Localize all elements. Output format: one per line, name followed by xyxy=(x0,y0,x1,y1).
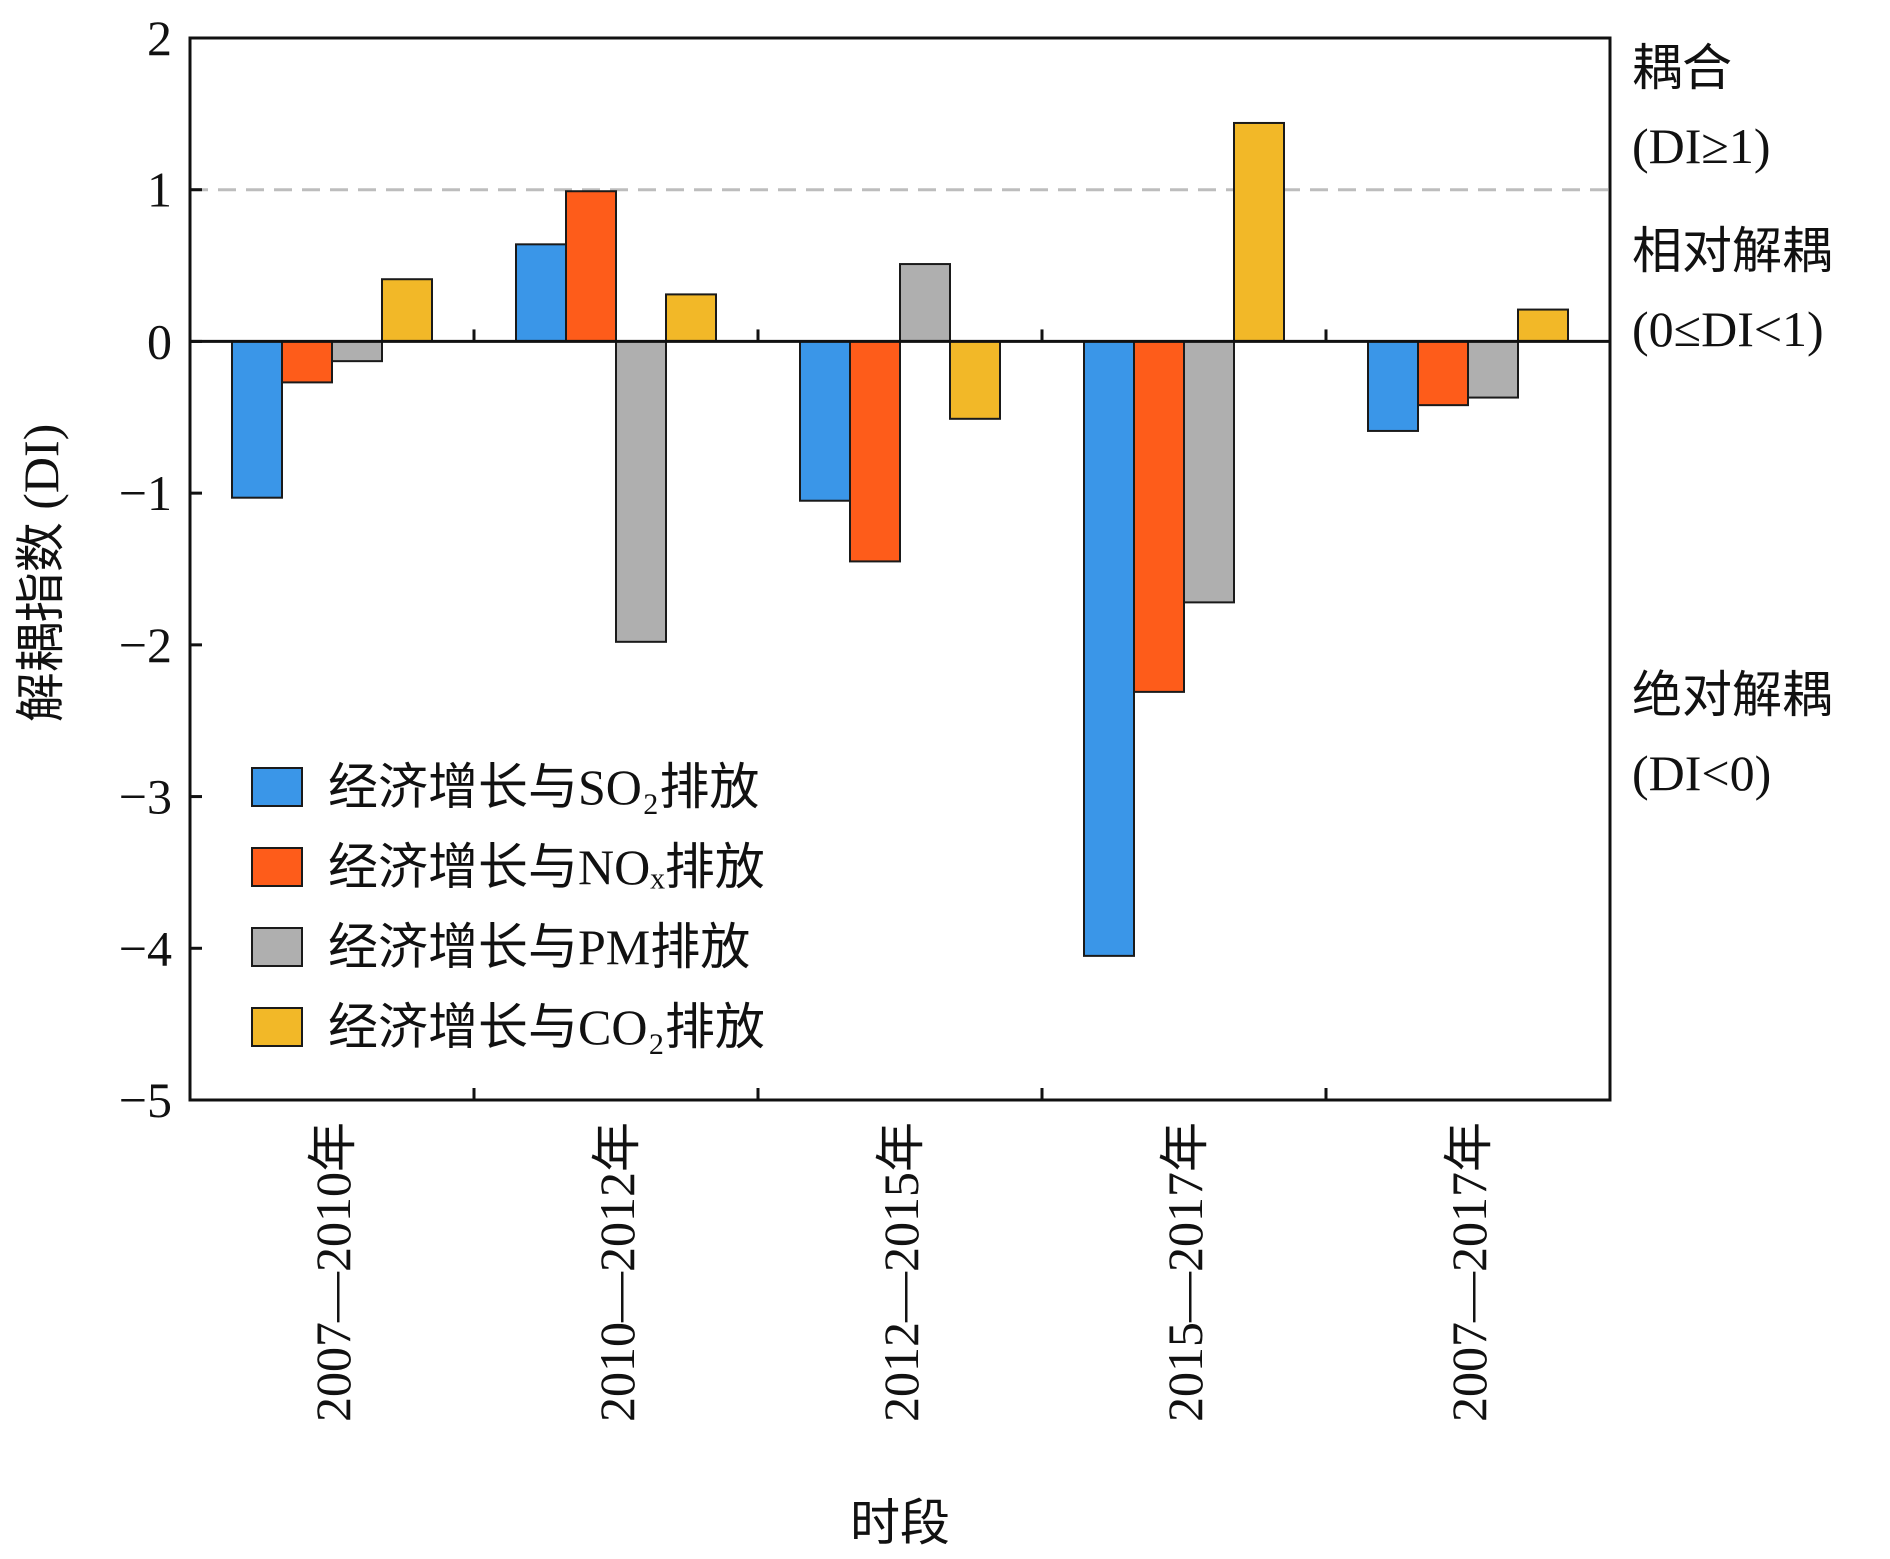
zone-condition: (DI≥1) xyxy=(1632,118,1771,174)
y-tick-label: 1 xyxy=(147,162,172,218)
bar xyxy=(949,340,1001,420)
x-axis-ticks xyxy=(472,329,1328,1100)
bars-layer xyxy=(231,121,1569,957)
y-axis-title: 解耦指数 (DI) xyxy=(13,424,69,723)
bar xyxy=(1367,340,1419,432)
x-category-label: 2015—2017年 xyxy=(1157,1122,1213,1422)
bar xyxy=(331,340,383,363)
bar xyxy=(515,243,567,343)
bar xyxy=(565,190,617,343)
y-tick-label: −3 xyxy=(119,769,172,825)
zone-title: 绝对解耦 xyxy=(1632,667,1832,723)
y-axis-ticks: −5 −4 −3 −2 −1 0 1 2 xyxy=(119,10,202,1128)
bar xyxy=(1467,340,1519,399)
bar xyxy=(231,340,283,499)
y-tick-label: −5 xyxy=(119,1072,172,1128)
bar xyxy=(899,263,951,343)
legend-label: 经济增长与SO₂排放 xyxy=(328,759,759,815)
x-category-label: 2007—2010年 xyxy=(305,1122,361,1422)
bar xyxy=(1233,121,1285,343)
x-category-label: 2007—2017年 xyxy=(1441,1122,1497,1422)
legend-label: 经济增长与PM排放 xyxy=(328,919,750,975)
bar xyxy=(615,340,667,643)
y-tick-label: −4 xyxy=(119,920,172,976)
bar xyxy=(1133,340,1185,693)
zone-condition: (0≤DI<1) xyxy=(1632,301,1824,357)
x-category-label: 2012—2015年 xyxy=(873,1122,929,1422)
bar xyxy=(799,340,851,502)
legend-swatch xyxy=(251,767,303,807)
bar xyxy=(1417,340,1469,407)
x-category-label: 2010—2012年 xyxy=(589,1122,645,1422)
x-category-labels: 2007—2010年 2010—2012年 2012—2015年 2015—2017年… xyxy=(305,1122,1497,1422)
zone-title: 相对解耦 xyxy=(1632,223,1832,279)
legend-swatch xyxy=(251,1007,303,1047)
zone-annotations: 耦合 (DI≥1) 相对解耦 (0≤DI<1) 绝对解耦 (DI<0) xyxy=(1632,40,1832,801)
legend-swatch xyxy=(251,927,303,967)
bar xyxy=(1183,340,1235,604)
plot-frame xyxy=(188,36,1612,1102)
y-tick-label: 0 xyxy=(147,313,172,369)
legend-label: 经济增长与CO₂排放 xyxy=(328,999,765,1055)
zone-title: 耦合 xyxy=(1632,40,1732,96)
bar xyxy=(381,278,433,343)
legend-swatch xyxy=(251,847,303,887)
bar xyxy=(281,340,333,384)
y-tick-label: −2 xyxy=(119,617,172,673)
bar xyxy=(849,340,901,563)
y-tick-label: −1 xyxy=(119,465,172,521)
x-axis-title: 时段 xyxy=(850,1495,950,1551)
legend-label: 经济增长与NOₓ排放 xyxy=(328,839,765,895)
bar xyxy=(665,293,717,343)
bar xyxy=(1517,308,1569,343)
bar xyxy=(1083,340,1135,957)
y-tick-label: 2 xyxy=(147,10,172,66)
zone-condition: (DI<0) xyxy=(1632,745,1771,801)
